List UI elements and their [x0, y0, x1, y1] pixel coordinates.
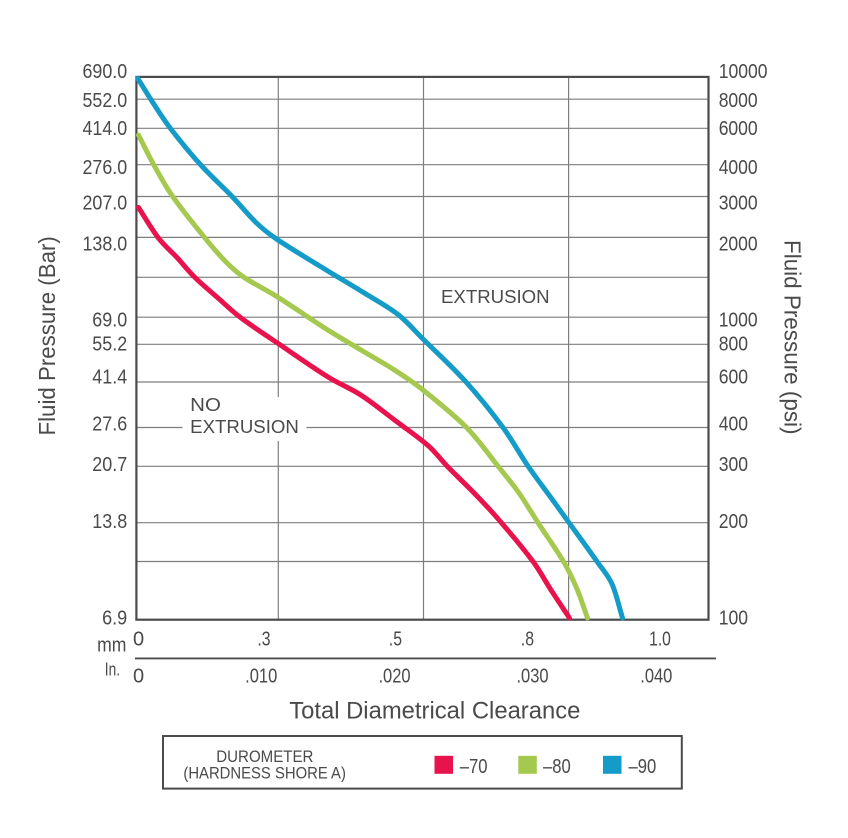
svg-text:414.0: 414.0 [83, 118, 128, 140]
svg-text:6000: 6000 [719, 118, 758, 140]
svg-text:Fluid Pressure (Bar): Fluid Pressure (Bar) [34, 236, 60, 435]
svg-text:.020: .020 [378, 665, 410, 687]
svg-text:276.0: 276.0 [83, 157, 128, 179]
svg-text:207.0: 207.0 [83, 192, 128, 214]
svg-text:(HARDNESS SHORE A): (HARDNESS SHORE A) [183, 763, 346, 782]
svg-text:0: 0 [133, 665, 144, 687]
svg-text:27.6: 27.6 [92, 414, 127, 436]
svg-text:6.9: 6.9 [102, 608, 127, 630]
svg-text:55.2: 55.2 [92, 333, 127, 355]
svg-text:1000: 1000 [719, 310, 758, 332]
svg-text:0: 0 [133, 629, 144, 651]
svg-text:10000: 10000 [719, 61, 768, 83]
svg-text:.030: .030 [516, 665, 548, 687]
svg-text:.8: .8 [521, 629, 534, 651]
svg-text:Fluid Pressure (psi): Fluid Pressure (psi) [780, 240, 806, 435]
svg-text:.010: .010 [245, 665, 277, 687]
svg-text:2000: 2000 [719, 233, 758, 255]
svg-text:69.0: 69.0 [92, 310, 127, 332]
svg-text:100: 100 [719, 608, 748, 630]
svg-text:EXTRUSION: EXTRUSION [441, 287, 550, 307]
svg-text:3000: 3000 [719, 192, 758, 214]
svg-text:4000: 4000 [719, 157, 758, 179]
svg-text:Total Diametrical Clearance: Total Diametrical Clearance [289, 698, 580, 725]
svg-text:13.8: 13.8 [92, 511, 127, 533]
svg-text:NO: NO [190, 395, 221, 415]
svg-text:138.0: 138.0 [83, 233, 128, 255]
svg-text:.5: .5 [389, 629, 402, 651]
svg-text:.3: .3 [257, 629, 270, 651]
svg-text:EXTRUSION: EXTRUSION [190, 417, 299, 437]
svg-text:41.4: 41.4 [92, 367, 127, 389]
svg-text:–80: –80 [543, 756, 571, 778]
svg-text:mm: mm [97, 635, 126, 657]
svg-text:In.: In. [105, 659, 120, 679]
svg-text:300: 300 [719, 454, 748, 476]
svg-text:400: 400 [719, 414, 748, 436]
svg-text:DUROMETER: DUROMETER [216, 747, 313, 766]
svg-text:1.0: 1.0 [649, 629, 671, 651]
svg-text:200: 200 [719, 511, 748, 533]
svg-text:600: 600 [719, 367, 748, 389]
svg-text:–90: –90 [629, 756, 657, 778]
svg-text:.040: .040 [640, 665, 672, 687]
svg-text:20.7: 20.7 [92, 454, 127, 476]
svg-text:690.0: 690.0 [83, 61, 128, 83]
svg-text:–70: –70 [460, 756, 488, 778]
svg-text:552.0: 552.0 [83, 90, 128, 112]
svg-text:800: 800 [719, 333, 748, 355]
svg-text:8000: 8000 [719, 90, 758, 112]
